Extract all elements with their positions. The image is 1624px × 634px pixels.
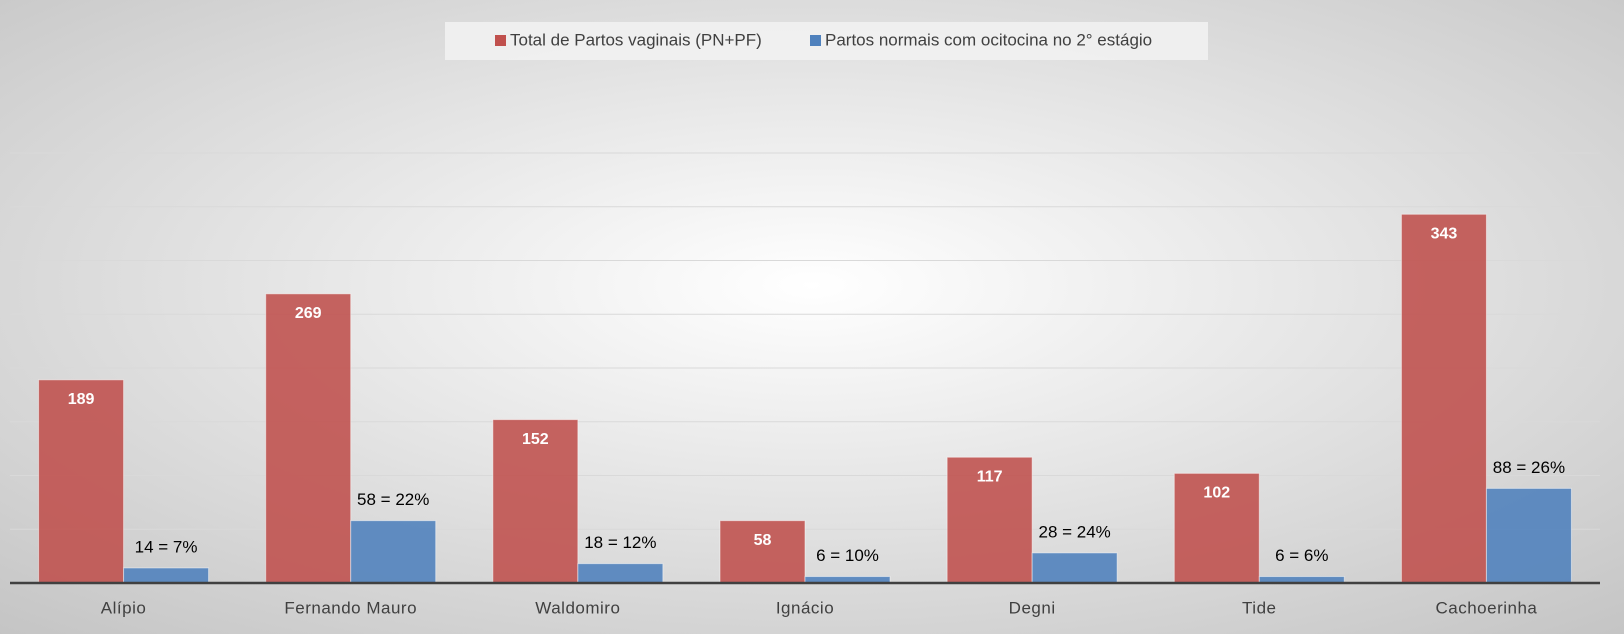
data-label: 269 — [295, 305, 322, 322]
bar — [1485, 487, 1572, 584]
data-label: 88 = 26% — [1493, 458, 1565, 477]
data-label: 58 = 22% — [357, 490, 429, 509]
x-tick-label: Fernando Mauro — [284, 598, 417, 617]
x-tick-label: Waldomiro — [535, 598, 620, 617]
bar — [577, 563, 664, 584]
data-label: 28 = 24% — [1038, 522, 1110, 541]
legend-label: Partos normais com ocitocina no 2° estág… — [825, 30, 1152, 49]
data-label: 152 — [522, 431, 549, 448]
bar — [1400, 213, 1487, 584]
bar — [492, 419, 579, 584]
data-label: 102 — [1203, 485, 1230, 502]
x-tick-label: Degni — [1009, 598, 1056, 617]
bar — [123, 567, 210, 584]
bar — [719, 520, 806, 584]
bar — [265, 293, 352, 584]
legend-swatch — [810, 35, 821, 46]
x-tick-label: Tide — [1242, 598, 1276, 617]
data-label: 6 = 10% — [816, 546, 879, 565]
bar — [1173, 472, 1260, 584]
data-label: 14 = 7% — [135, 537, 198, 556]
x-tick-label: Ignácio — [776, 598, 834, 617]
data-label: 58 — [754, 532, 772, 549]
data-label: 117 — [977, 468, 1003, 485]
bar — [946, 456, 1033, 584]
legend-swatch — [495, 35, 506, 46]
data-label: 18 = 12% — [584, 533, 656, 552]
legend-label: Total de Partos vaginais (PN+PF) — [510, 30, 762, 49]
bar — [350, 520, 437, 584]
x-tick-label: Cachoerinha — [1435, 598, 1537, 617]
legend-box — [445, 22, 1208, 60]
bar — [38, 379, 125, 584]
data-label: 189 — [68, 391, 95, 408]
data-label: 6 = 6% — [1275, 546, 1328, 565]
x-tick-label: Alípio — [101, 598, 147, 617]
bar — [1031, 552, 1118, 584]
data-label: 343 — [1431, 225, 1458, 242]
